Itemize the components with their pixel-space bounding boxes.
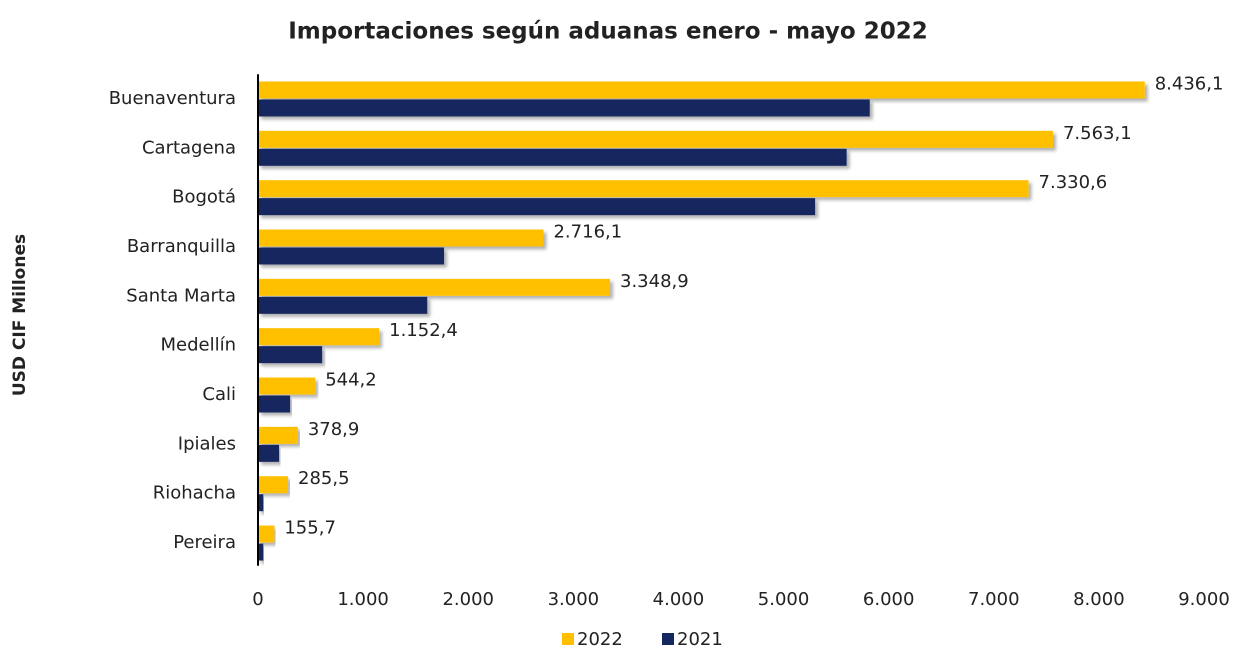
- y-tick-label: Buenaventura: [109, 88, 236, 109]
- bar: [258, 377, 316, 395]
- data-label: 7.330,6: [1039, 172, 1108, 193]
- y-tick-label: Pereira: [173, 532, 236, 553]
- bar: [258, 130, 1053, 148]
- y-tick-label: Bogotá: [172, 187, 236, 208]
- legend-swatch: [662, 633, 674, 645]
- x-tick-label: 4.000: [653, 589, 705, 610]
- y-tick-label: Santa Marta: [126, 285, 236, 306]
- y-tick-label: Medellín: [160, 335, 236, 356]
- bar: [258, 180, 1029, 198]
- bar: [258, 426, 298, 444]
- data-label: 8.436,1: [1155, 73, 1224, 94]
- bar: [258, 229, 544, 247]
- data-label: 155,7: [284, 518, 336, 539]
- y-tick-label: Cali: [202, 384, 236, 405]
- data-label: 1.152,4: [389, 320, 458, 341]
- bar: [258, 395, 291, 413]
- bar: [258, 543, 264, 561]
- legend-label: 2021: [677, 629, 723, 650]
- bar: [258, 296, 428, 314]
- bar: [258, 247, 445, 265]
- data-label: 7.563,1: [1063, 123, 1132, 144]
- chart-title: Importaciones según aduanas enero - mayo…: [288, 19, 928, 45]
- data-label: 3.348,9: [620, 271, 689, 292]
- y-tick-label: Ipiales: [178, 433, 236, 454]
- y-axis-label: USD CIF Millones: [10, 234, 30, 396]
- x-tick-label: 8.000: [1073, 589, 1125, 610]
- bar: [258, 328, 380, 346]
- bar: [258, 346, 323, 364]
- legend-swatch: [562, 633, 574, 645]
- bar: [258, 99, 870, 117]
- x-tick-label: 3.000: [548, 589, 600, 610]
- bar: [258, 494, 264, 512]
- x-tick-label: 2.000: [442, 589, 494, 610]
- y-tick-label: Barranquilla: [127, 236, 236, 257]
- data-label: 285,5: [298, 468, 350, 489]
- x-tick-label: 9.000: [1178, 589, 1230, 610]
- bar: [258, 198, 816, 216]
- y-tick-label: Riohacha: [153, 483, 236, 504]
- y-tick-label: Cartagena: [142, 137, 236, 158]
- legend-label: 2022: [577, 629, 623, 650]
- x-tick-label: 7.000: [968, 589, 1020, 610]
- x-tick-label: 1.000: [337, 589, 389, 610]
- bar: [258, 81, 1145, 99]
- bar: [258, 444, 280, 462]
- data-label: 544,2: [325, 370, 377, 391]
- data-label: 2.716,1: [553, 221, 622, 242]
- x-tick-label: 6.000: [863, 589, 915, 610]
- x-tick-label: 5.000: [758, 589, 810, 610]
- x-tick-label: 0: [252, 589, 263, 610]
- bar: [258, 525, 275, 543]
- bar: [258, 148, 847, 166]
- data-label: 378,9: [308, 419, 360, 440]
- bar: [258, 476, 289, 494]
- bar: [258, 278, 611, 296]
